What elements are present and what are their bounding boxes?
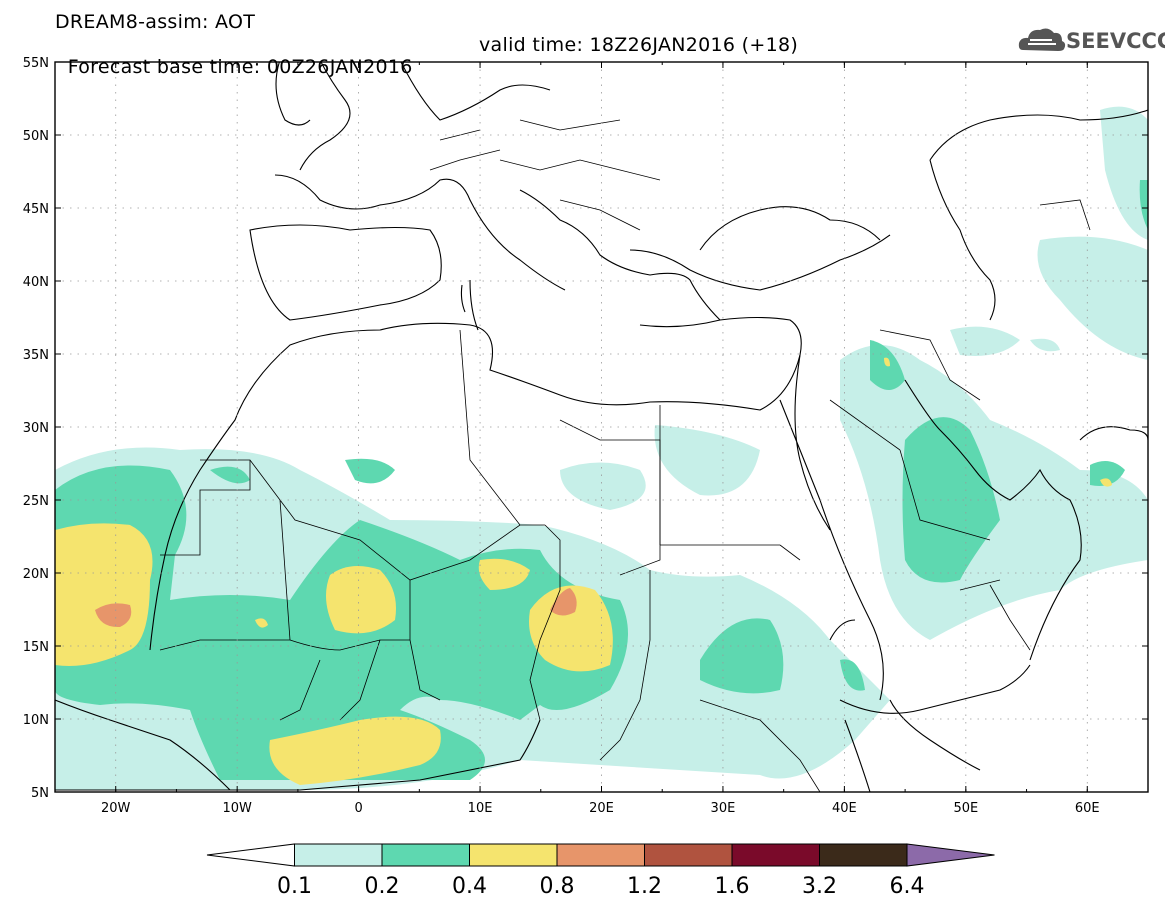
forecast-times: Forecast base time: 00Z26JAN2016 valid t… — [55, 34, 798, 100]
lat-label: 20N — [23, 567, 49, 582]
map-title: DREAM8-assim: AOT — [55, 11, 256, 33]
lon-label: 50E — [953, 801, 978, 816]
lon-label: 40E — [832, 801, 857, 816]
lat-label: 10N — [23, 713, 49, 728]
lat-label: 50N — [23, 129, 49, 144]
lon-label: 0 — [354, 801, 362, 816]
valid-time: valid time: 18Z26JAN2016 (+18) — [479, 34, 799, 56]
colorbar-label: 1.6 — [715, 874, 750, 899]
seevccc-logo: SEEVCCC — [1066, 29, 1165, 53]
colorbar-label: 0.4 — [452, 874, 487, 899]
colorbar-label: 3.2 — [802, 874, 837, 899]
lat-label: 30N — [23, 421, 49, 436]
colorbar: 0.1 0.2 0.4 0.8 1.2 1.6 3.2 6.4 — [206, 843, 995, 899]
colorbar-swatch — [556, 843, 645, 867]
gridlines — [55, 62, 1148, 792]
colorbar-swatch — [469, 843, 558, 867]
colorbar-label: 0.1 — [277, 874, 312, 899]
colorbar-swatch — [381, 843, 470, 867]
colorbar-low-arrow — [206, 843, 295, 867]
aot-shading — [55, 106, 1148, 790]
colorbar-label: 1.2 — [627, 874, 662, 899]
lat-label: 35N — [23, 348, 49, 363]
lat-label: 15N — [23, 640, 49, 655]
colorbar-swatch — [294, 843, 383, 867]
colorbar-label: 0.8 — [540, 874, 575, 899]
colorbar-label: 6.4 — [890, 874, 925, 899]
colorbar-swatch — [731, 843, 820, 867]
lon-label: 10E — [468, 801, 493, 816]
lon-label: 30E — [711, 801, 736, 816]
colorbar-swatch — [819, 843, 908, 867]
country-borders — [159, 119, 1091, 792]
lat-label: 5N — [31, 786, 49, 801]
lat-label: 40N — [23, 275, 49, 290]
colorbar-swatch — [644, 843, 733, 867]
colorbar-label: 0.2 — [365, 874, 400, 899]
lat-label: 45N — [23, 202, 49, 217]
lon-label: 10W — [222, 801, 252, 816]
lat-label: 25N — [23, 494, 49, 509]
lon-label: 20E — [589, 801, 614, 816]
cloud-icon — [1018, 28, 1066, 51]
colorbar-high-arrow — [906, 843, 995, 867]
lat-label: 55N — [23, 56, 49, 71]
lon-label: 60E — [1075, 801, 1100, 816]
coastlines — [55, 62, 1148, 792]
lon-label: 20W — [101, 801, 131, 816]
